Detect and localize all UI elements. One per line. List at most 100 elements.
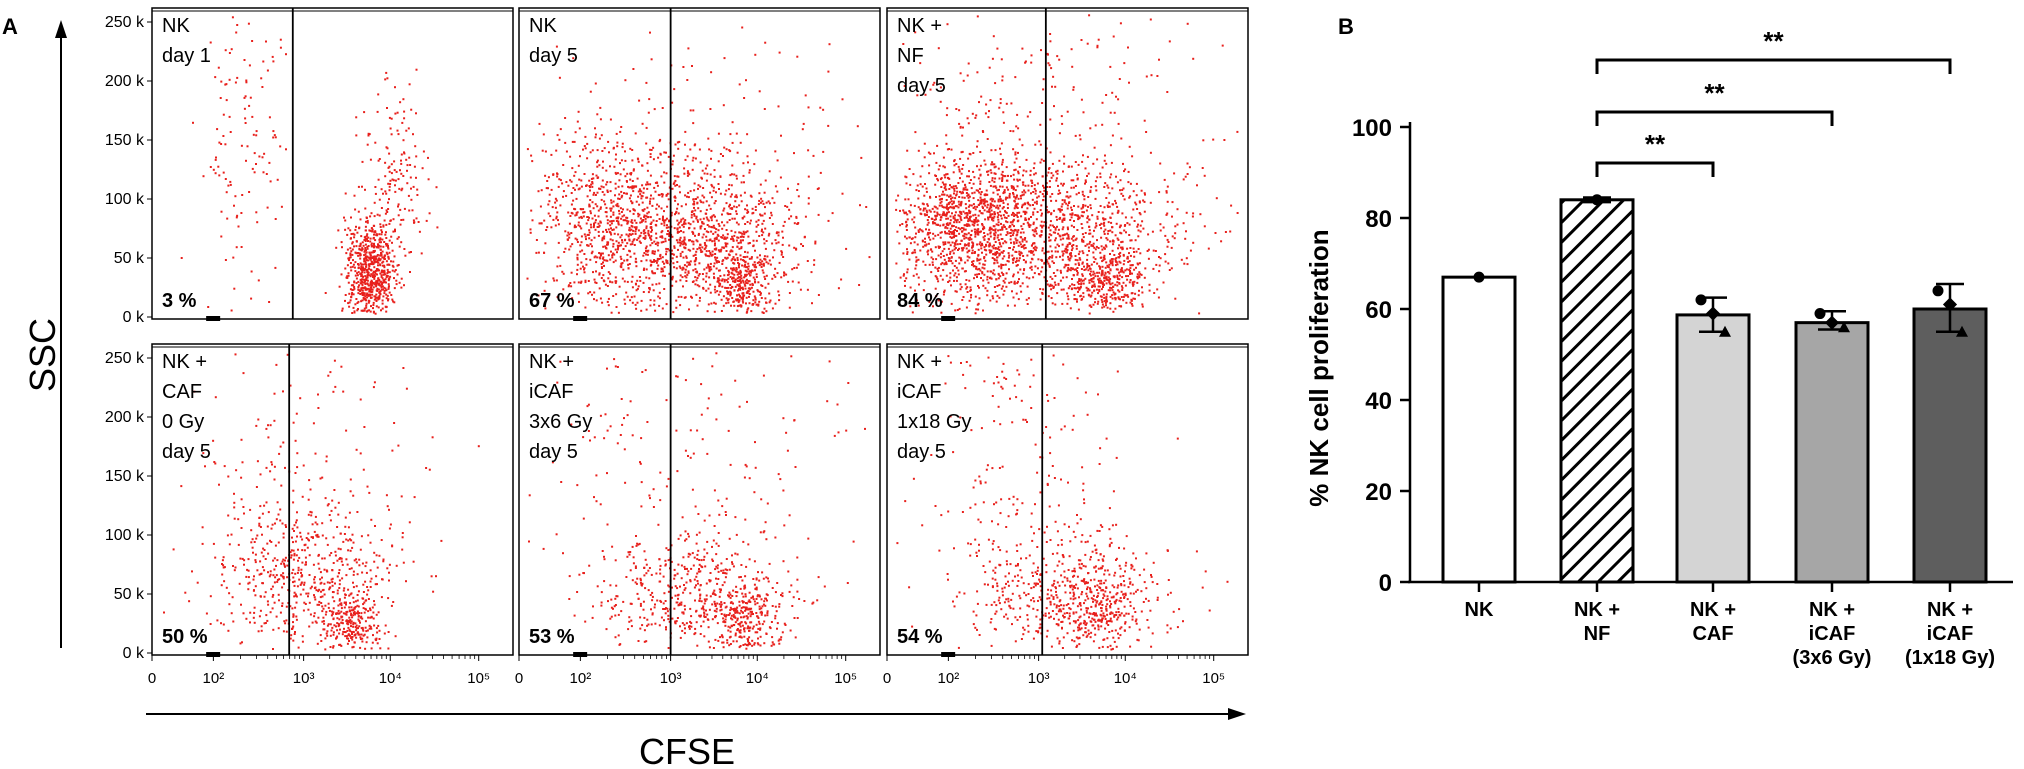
flow-panel-frame	[151, 7, 514, 320]
significance-label: **	[1704, 78, 1725, 108]
flow-panel-1: NK day 1 3 % 250 k 200 k 150 k 100 k 50 k 0 k	[105, 7, 514, 326]
x-tick-label: 10³	[293, 670, 315, 687]
panel-condition-label: NK +	[897, 15, 942, 37]
bar-5	[1912, 307, 1988, 584]
y-tick-label: 60	[1365, 297, 1392, 324]
category-label: NK +	[1809, 599, 1855, 621]
proliferation-percent: 67 %	[529, 290, 575, 312]
baseline-marker	[206, 652, 221, 657]
flow-dots	[895, 14, 1239, 315]
data-point	[1932, 285, 1944, 297]
panel-condition-label: day 5	[529, 441, 578, 463]
bar-3	[1675, 313, 1751, 584]
data-point	[1838, 321, 1850, 333]
flow-dots	[163, 353, 480, 651]
category-label: iCAF	[1927, 623, 1974, 645]
flow-panel-frame	[518, 343, 881, 656]
y-tick-label: 200 k	[105, 409, 145, 426]
category-label: NK	[1465, 599, 1494, 621]
x-tick-label: 0	[515, 670, 523, 687]
category-label: (1x18 Gy)	[1905, 647, 1995, 669]
panel-condition-label: NK +	[162, 351, 207, 373]
y-tick-label: 20	[1365, 479, 1392, 506]
proliferation-percent: 50 %	[162, 626, 208, 648]
proliferation-percent: 84 %	[897, 290, 943, 312]
y-tick-label: 250 k	[105, 14, 145, 31]
x-tick-label: 10³	[1028, 670, 1050, 687]
panel-condition-label: CAF	[162, 381, 202, 403]
category-label: CAF	[1692, 623, 1733, 645]
data-point	[1695, 294, 1707, 306]
ssc-axis-label: SSC	[22, 318, 63, 392]
data-point	[1705, 306, 1721, 321]
panel-condition-label: day 1	[162, 45, 211, 67]
y-axis-title: % NK cell proliferation	[1304, 229, 1334, 506]
y-tick-label: 40	[1365, 388, 1392, 415]
proliferation-percent: 3 %	[162, 290, 197, 312]
proliferation-percent: 54 %	[897, 626, 943, 648]
x-tick-label: 10³	[660, 670, 682, 687]
panel-condition-label: day 5	[529, 45, 578, 67]
cfse-axis-label: CFSE	[639, 731, 735, 769]
data-point	[1591, 194, 1603, 206]
baseline-marker	[206, 316, 221, 321]
flow-panel-2: NK day 5 67 %	[518, 7, 881, 321]
panel-condition-label: NK	[529, 15, 557, 37]
flow-cytometry-grid: NK day 1 3 % 250 k 200 k 150 k 100 k 50 k 0 k NK d…	[105, 7, 1249, 687]
panel-condition-label: 1x18 Gy	[897, 411, 971, 433]
significance-bracket: **	[1595, 129, 1715, 177]
bar-4	[1794, 321, 1870, 584]
y-tick-label: 50 k	[114, 586, 145, 603]
data-point	[1473, 271, 1485, 283]
flow-panel-frame	[886, 7, 1249, 320]
y-tick-label: 150 k	[105, 468, 145, 485]
x-tick-label: 10²	[203, 670, 225, 687]
x-tick-label: 10²	[938, 670, 960, 687]
panel-condition-label: 0 Gy	[162, 411, 204, 433]
flow-panel-5: NK + iCAF 3x6 Gy day 5 53 % 0 10² 10³ 10⁴ 10⁵	[515, 343, 881, 687]
baseline-marker	[573, 316, 588, 321]
flow-panel-6: NK + iCAF 1x18 Gy day 5 54 % 0 10² 10³ 10⁴ 10⁵	[883, 343, 1249, 687]
category-label: NF	[1584, 623, 1611, 645]
y-tick-label: 0	[1379, 570, 1392, 597]
flow-panel-frame	[151, 343, 514, 656]
y-tick-label: 100	[1352, 115, 1392, 142]
data-point	[1942, 297, 1958, 312]
x-tick-label: 10⁵	[834, 670, 857, 687]
x-tick-label: 10²	[570, 670, 592, 687]
x-axis-arrowhead	[1228, 708, 1246, 720]
flow-dots	[896, 354, 1229, 651]
baseline-marker	[941, 652, 956, 657]
y-axis-arrowhead	[55, 20, 67, 38]
x-tick-label: 10⁵	[1202, 670, 1225, 687]
x-tick-label: 0	[148, 670, 156, 687]
significance-label: **	[1763, 26, 1784, 56]
x-tick-label: 10⁴	[379, 670, 402, 687]
panel-condition-label: NF	[897, 45, 924, 67]
proliferation-bar-chart: B % NK cell proliferation 0 20 40 60 80 100 NK…	[1304, 14, 2013, 669]
y-tick-label: 0 k	[123, 309, 145, 326]
baseline-marker	[573, 652, 588, 657]
data-point	[1814, 308, 1826, 320]
panel-condition-label: NK +	[897, 351, 942, 373]
panel-a-letter: A	[2, 14, 18, 39]
significance-bracket: **	[1595, 78, 1834, 126]
y-tick-label: 200 k	[105, 73, 145, 90]
panel-condition-label: 3x6 Gy	[529, 411, 592, 433]
y-tick-label: 100 k	[105, 527, 145, 544]
flow-panel-frame	[518, 7, 881, 320]
significance-bracket: **	[1595, 26, 1952, 74]
y-tick-label: 50 k	[114, 250, 145, 267]
baseline-marker	[941, 316, 956, 321]
y-tick-label: 80	[1365, 206, 1392, 233]
flow-dots	[526, 26, 871, 314]
panel-condition-label: iCAF	[529, 381, 573, 403]
x-tick-label: 10⁴	[746, 670, 769, 687]
panel-condition-label: NK	[162, 15, 190, 37]
category-label: iCAF	[1809, 623, 1856, 645]
data-point	[1719, 325, 1731, 337]
y-tick-label: 100 k	[105, 191, 145, 208]
flow-panel-4: NK + CAF 0 Gy day 5 50 % 250 k 200 k 150 k 100 k…	[105, 343, 514, 687]
bar-2	[1559, 198, 1635, 584]
